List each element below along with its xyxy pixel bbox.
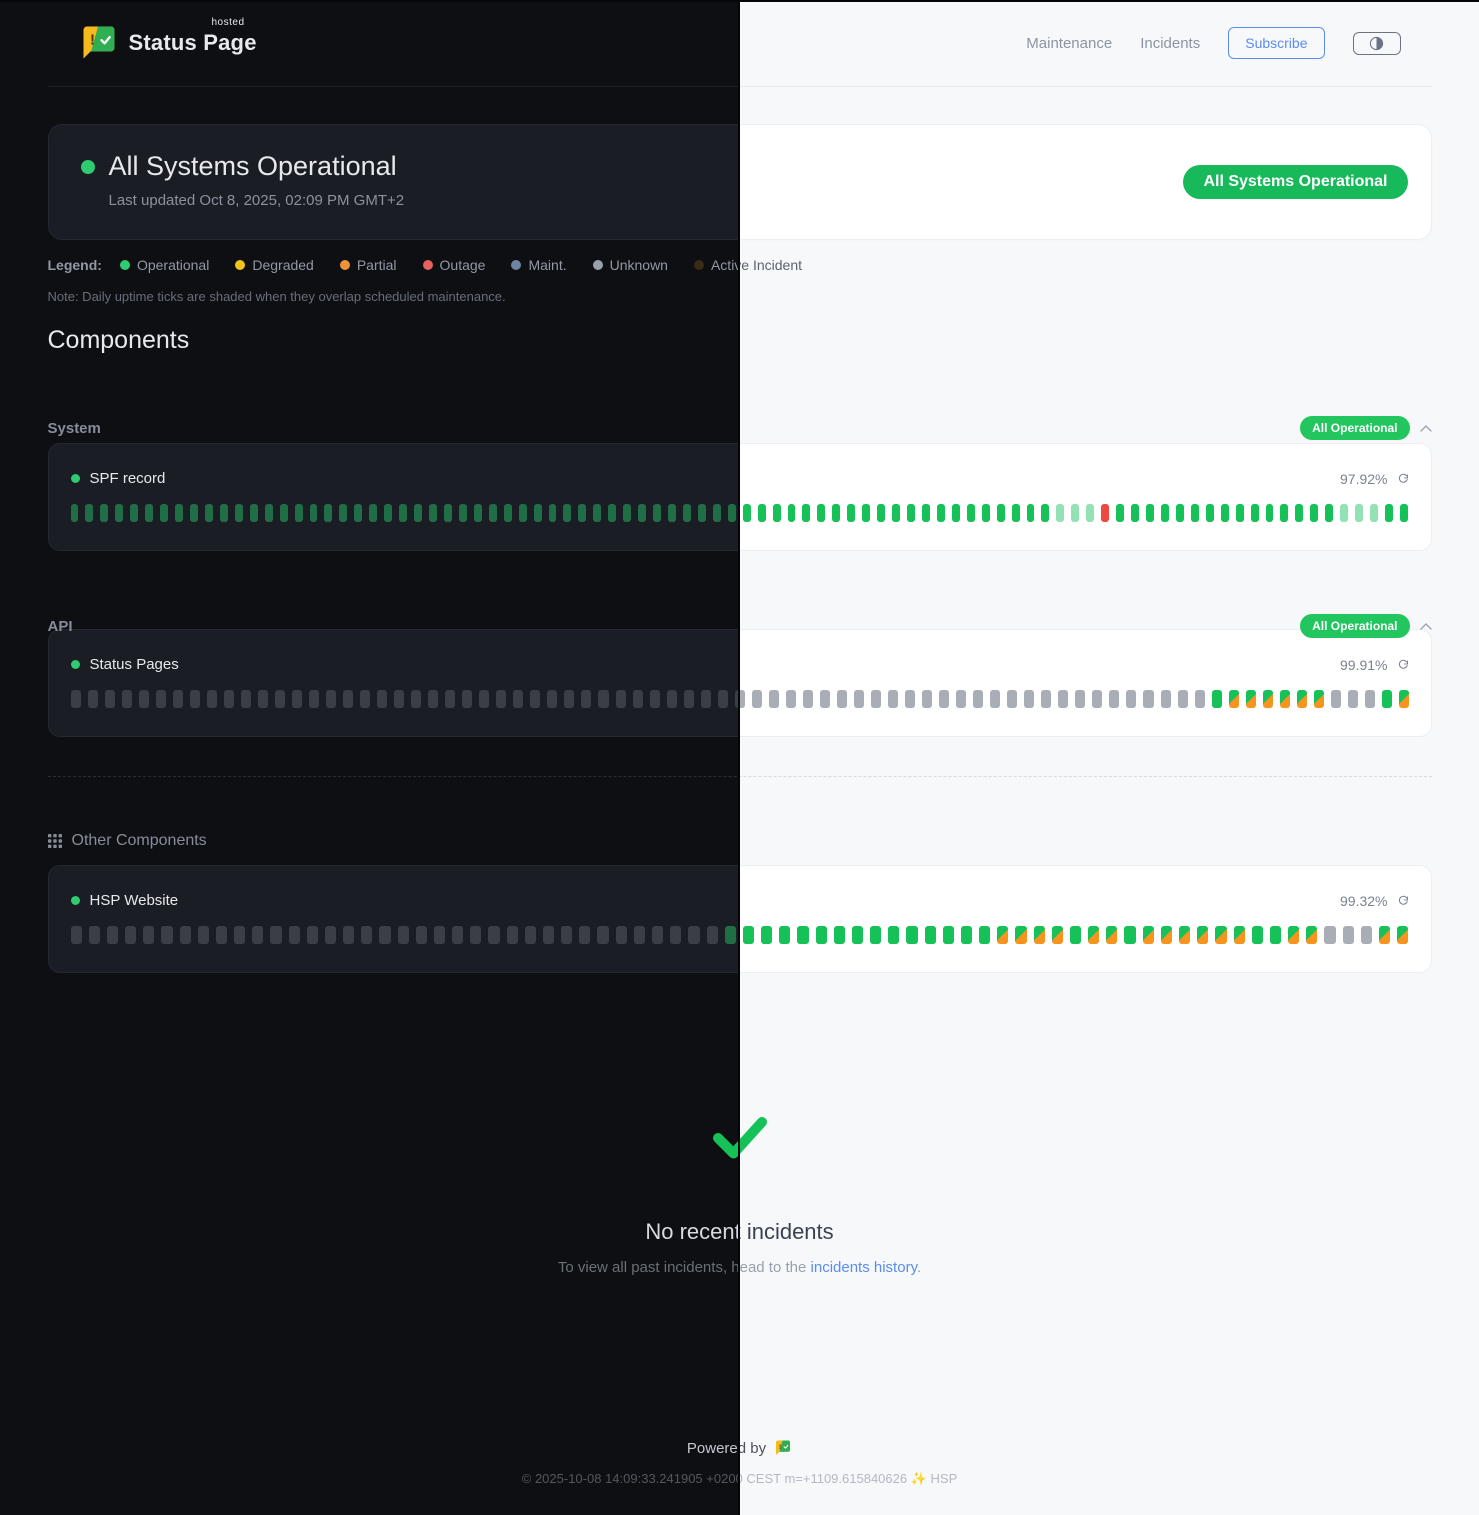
svg-text:!: ! xyxy=(779,1444,781,1451)
svg-text:!: ! xyxy=(90,32,95,49)
